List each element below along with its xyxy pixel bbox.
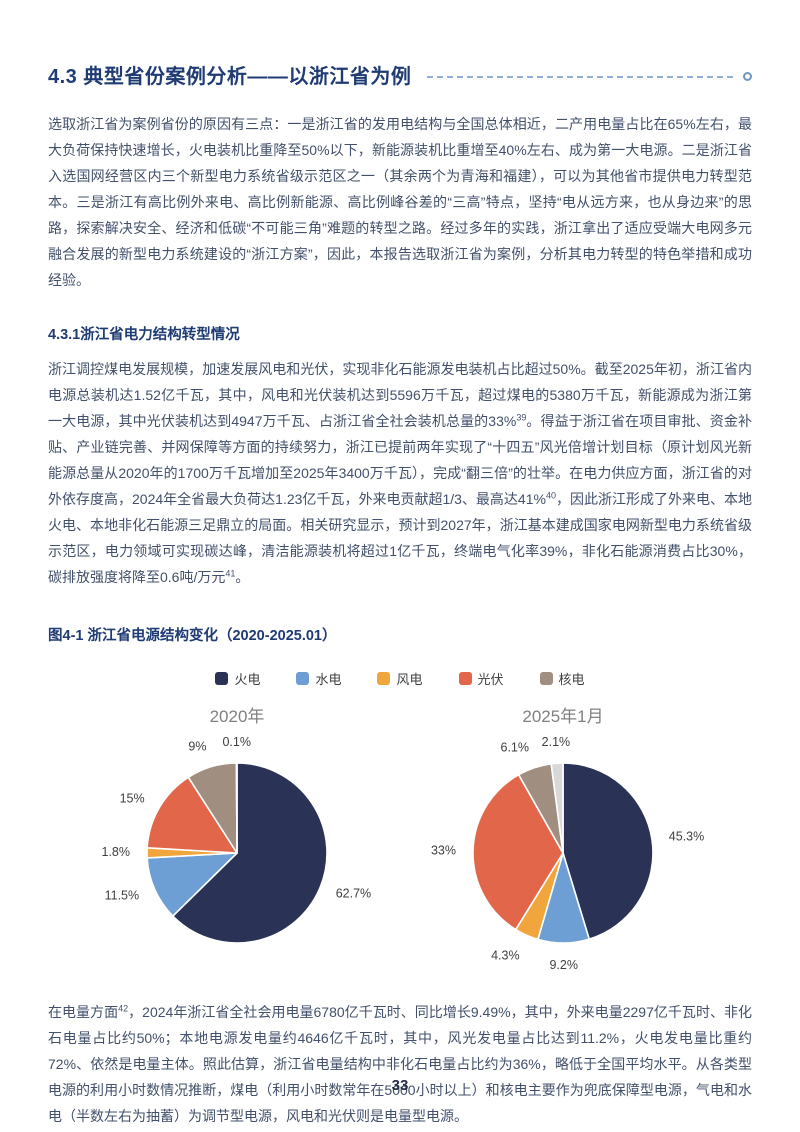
- pie-slice-unlabeled: [550, 762, 564, 854]
- legend-item-guangfu: 光伏: [458, 669, 504, 688]
- legend-label: 光伏: [477, 672, 504, 687]
- legend-label: 水电: [315, 672, 342, 687]
- page-number: 33: [391, 1077, 409, 1094]
- pie-data-label: 4.3%: [491, 949, 519, 963]
- pie-svg-2020: 62.7% 11.5% 1.8% 15% 9% 0.1%: [102, 735, 371, 944]
- section-title: 4.3 典型省份案例分析——以浙江省为例: [48, 66, 412, 88]
- legend-item-huodian: 火电: [215, 669, 260, 688]
- pie-charts-row: 2020年 62.7% 11.5% 1.8% 15% 9% 0.1% 2025年1月 45…: [48, 702, 752, 977]
- pie-slice-光伏: [146, 776, 238, 854]
- pie-chart-2025: 2025年1月 45.3% 9.2% 4.3% 33% 6.1% 2.1%: [413, 702, 713, 977]
- legend-swatch-icon: [539, 672, 553, 685]
- pie-svg-2025: 45.3% 9.2% 4.3% 33% 6.1% 2.1%: [431, 735, 704, 972]
- legend-swatch-icon: [458, 672, 472, 685]
- pie-data-label: 45.3%: [669, 830, 704, 844]
- legend-item-hedian: 核电: [539, 669, 585, 688]
- pie-data-label: 11.5%: [105, 888, 140, 902]
- pie-data-label: 0.1%: [222, 735, 251, 749]
- pie-data-label: 2.1%: [542, 735, 571, 749]
- legend-item-shuidian: 水电: [296, 669, 341, 688]
- pie-title-2020: 2020年: [209, 707, 265, 726]
- legend-swatch-icon: [377, 672, 391, 685]
- legend-swatch-icon: [296, 672, 310, 685]
- figure-caption: 图4-1 浙江省电源结构变化（2020-2025.01）: [48, 628, 337, 644]
- pie-slice-火电: [562, 762, 654, 940]
- legend-item-fengdian: 风电: [377, 669, 423, 688]
- pie-data-label: 6.1%: [501, 741, 530, 755]
- figure-4-1: 火电 水电 风电 光伏 核电 2020年 62.7% 11.5% 1.8%: [48, 669, 752, 977]
- title-dashed-rule: [427, 75, 733, 78]
- legend-label: 火电: [234, 672, 261, 687]
- pie-data-label: 62.7%: [336, 887, 371, 901]
- pie-slice-unlabeled: [235, 762, 238, 854]
- legend-label: 风电: [396, 672, 423, 687]
- paragraph-electricity-volume: 在电量方面42，2024年浙江省全社会用电量6780亿千瓦时、同比增长9.49%…: [48, 1003, 753, 1124]
- paragraph-structure-transition: 浙江调控煤电发展规模，加速发展风电和光伏，实现非化石能源发电装机占比超过50%。…: [48, 361, 753, 585]
- pie-data-label: 15%: [120, 791, 145, 805]
- subsection-title: 4.3.1浙江省电力结构转型情况: [48, 327, 240, 343]
- pie-data-label: 9.2%: [549, 958, 578, 972]
- section-title-row: 4.3 典型省份案例分析——以浙江省为例: [48, 0, 752, 89]
- pie-data-label: 9%: [188, 739, 206, 753]
- paragraph-intro: 选取浙江省为案例省份的原因有三点：一是浙江省的发用电结构与全国总体相近，二产用电…: [48, 116, 752, 288]
- pie-data-label: 33%: [431, 843, 456, 857]
- title-end-ring-icon: [743, 72, 752, 81]
- chart-legend: 火电 水电 风电 光伏 核电: [48, 669, 752, 688]
- pie-slice-火电: [172, 762, 328, 944]
- pie-slice-水电: [146, 852, 238, 917]
- pie-data-label: 1.8%: [102, 845, 131, 859]
- pie-chart-2020: 2020年 62.7% 11.5% 1.8% 15% 9% 0.1%: [87, 702, 387, 977]
- legend-label: 核电: [558, 672, 585, 687]
- pie-title-2025: 2025年1月: [522, 707, 604, 726]
- legend-swatch-icon: [215, 672, 229, 685]
